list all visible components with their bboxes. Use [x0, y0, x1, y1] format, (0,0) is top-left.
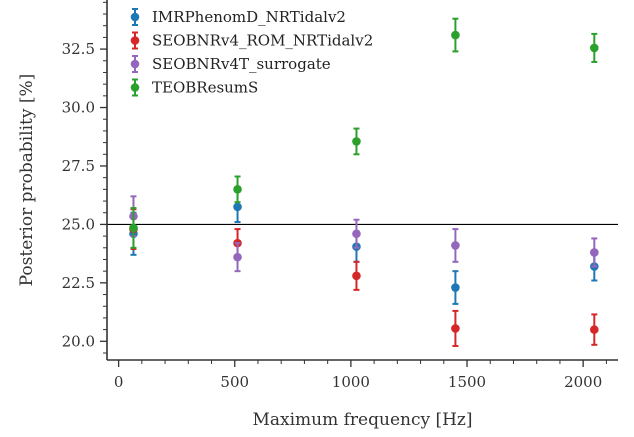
series-0	[129, 190, 599, 305]
data-point	[352, 137, 361, 146]
legend-marker	[130, 12, 140, 22]
x-axis-label: Maximum frequency [Hz]	[252, 410, 472, 430]
data-point	[451, 324, 460, 333]
data-point	[451, 30, 460, 40]
plot-area	[107, 17, 618, 347]
data-point	[233, 252, 242, 262]
y-tick-label: 32.5	[62, 40, 95, 58]
data-point	[590, 248, 599, 257]
legend-label: TEOBResumS	[152, 79, 258, 97]
legend-label: SEOBNRv4T_surrogate	[152, 55, 331, 73]
y-tick-label: 27.5	[62, 157, 95, 175]
data-point	[451, 283, 460, 292]
data-point	[233, 185, 242, 194]
y-tick-label: 20.0	[62, 332, 95, 350]
data-point	[590, 325, 599, 334]
x-tick-label: 1000	[332, 373, 370, 391]
series-3	[129, 17, 599, 249]
x-tick-label: 500	[220, 373, 249, 391]
series-1	[129, 208, 599, 347]
legend-label: SEOBNRv4_ROM_NRTidalv2	[152, 32, 373, 50]
data-point	[352, 229, 361, 239]
x-tick-label: 0	[114, 373, 124, 391]
data-point	[233, 202, 242, 212]
x-tick-label: 2000	[564, 373, 602, 391]
legend-marker	[130, 59, 140, 69]
series-2	[129, 195, 599, 273]
x-tick-label: 1500	[448, 373, 486, 391]
legend: IMRPhenomD_NRTidalv2 SEOBNRv4_ROM_NRTidal…	[130, 8, 373, 97]
legend-marker	[130, 36, 140, 45]
legend-marker	[130, 83, 140, 92]
y-tick-label: 30.0	[62, 99, 95, 117]
data-point	[590, 43, 599, 53]
data-point	[352, 271, 361, 281]
y-tick-label: 25.0	[62, 215, 95, 233]
legend-label: IMRPhenomD_NRTidalv2	[152, 8, 346, 26]
y-axis-label: Posterior probability [%]	[17, 74, 37, 287]
axes: 0 500 1000 1500 2000 20.0 22.5 25.0 27.5 30.0 32.5	[62, 0, 618, 391]
y-tick-label: 22.5	[62, 274, 95, 292]
data-point	[451, 241, 460, 250]
data-point	[129, 223, 138, 233]
